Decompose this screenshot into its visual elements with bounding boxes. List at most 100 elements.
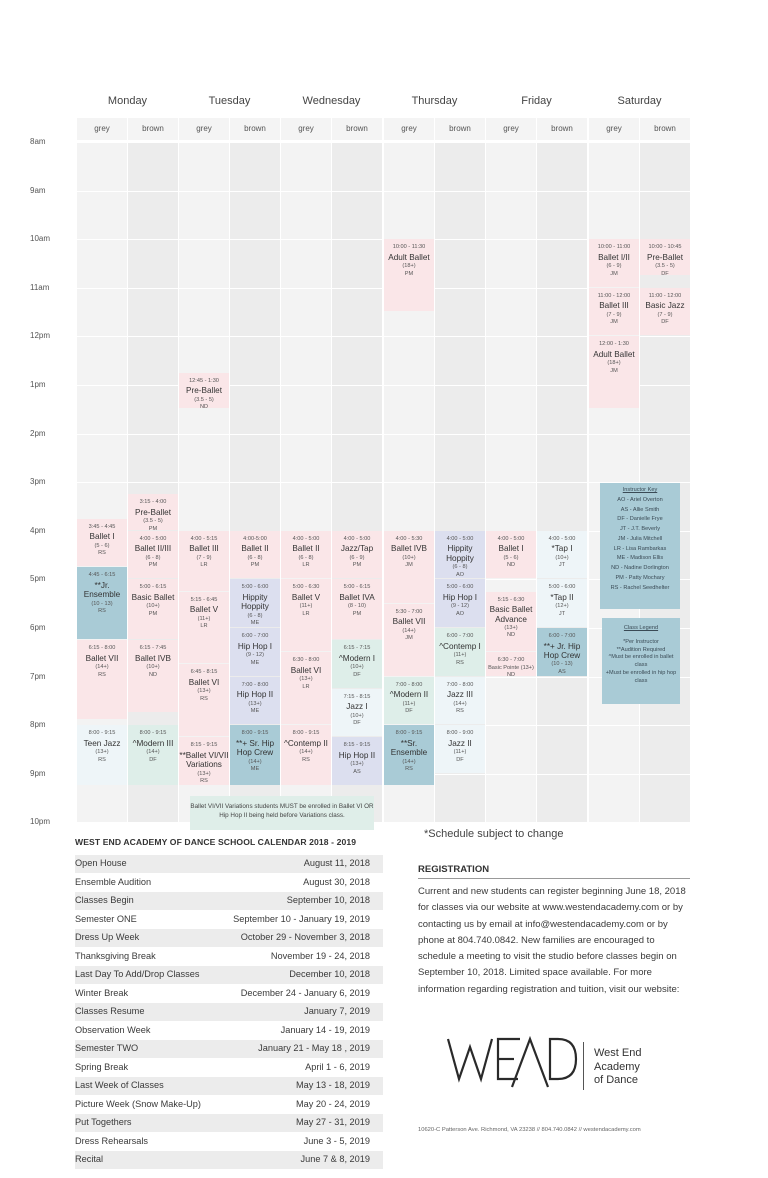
class-ages: (14+) — [299, 749, 313, 756]
calendar-event: Dress Up Week — [75, 932, 140, 942]
class-block: 6:00 - 7:00 Hip Hop I (9 - 12) ME — [230, 628, 280, 676]
class-name: ^Modern II — [389, 690, 429, 700]
class-block: 8:00 - 9:15 **+ Sr. Hip Hop Crew (14+) ME — [230, 725, 280, 785]
class-block: 4:00 - 5:00 Ballet II/III (6 - 8) PM — [128, 530, 178, 579]
class-ages: (13+) — [197, 770, 211, 777]
time-label: 8am — [30, 137, 46, 146]
class-time: 4:00 - 5:00 — [497, 535, 525, 542]
calendar-row: Last Week of Classes May 13 - 18, 2019 — [75, 1076, 383, 1095]
class-instructor: RS — [98, 550, 106, 557]
class-name: Ballet III — [189, 544, 219, 554]
variations-note: Ballet VI/VII Variations students MUST b… — [190, 796, 374, 830]
class-instructor: JM — [610, 367, 618, 374]
calendar-date: December 24 - January 6, 2019 — [240, 987, 370, 998]
class-time: 6:00 - 7:00 — [446, 633, 474, 639]
class-time: 4:00 - 5:00 — [548, 535, 576, 542]
schedule-grid: Monday Tuesday Wednesday Thursday Friday Satu… — [30, 95, 690, 826]
class-time: 8:00 - 9:15 — [139, 730, 167, 737]
time-label: 8pm — [30, 720, 46, 730]
class-time: 7:00 - 8:00 — [241, 681, 269, 688]
instructor-key-item: RS - Rachel Seedhelter — [610, 584, 670, 591]
class-name: Hip Hop I — [237, 641, 273, 651]
class-instructor: AO — [455, 610, 465, 617]
class-time: 8:00 - 9:15 — [88, 730, 116, 737]
day-header: Saturday — [617, 95, 662, 107]
class-block: 7:00 - 8:00 ^Modern II (11+) DF — [384, 676, 434, 725]
wead-logo-mark — [446, 1035, 578, 1088]
class-instructor: RS — [456, 659, 464, 666]
hour-line — [77, 530, 690, 532]
class-instructor: AS — [353, 768, 361, 775]
class-name: Pre-Ballet — [647, 252, 683, 262]
class-block: 4:00 - 5:00 *Tap I (10+) JT — [537, 530, 587, 579]
class-name: Ballet I — [498, 544, 524, 554]
calendar-table: Open House August 11, 2018 Ensemble Auditi… — [75, 854, 383, 1169]
class-name: Ballet VI — [188, 677, 220, 687]
class-name: Ballet V — [291, 592, 321, 602]
class-name: Adult Ballet — [593, 349, 635, 359]
class-block: 5:30 - 7:00 Ballet VII (14+) JM — [384, 603, 434, 676]
class-ages: (3.5 - 5) — [194, 396, 214, 403]
class-ages: (13+) — [299, 676, 313, 683]
class-block: 10:00 - 10:45 Pre-Ballet (3.5 - 5) DF — [640, 239, 690, 275]
logo-divider — [583, 1042, 584, 1090]
class-ages: (9 - 12) — [245, 651, 265, 658]
class-block: 3:45 - 4:45 Ballet I (5 - 6) RS — [77, 518, 127, 567]
class-ages: (5 - 6) — [94, 542, 110, 549]
class-block: 4:00 - 5:00 Jazz/Tap (6 - 9) PM — [332, 530, 382, 579]
class-instructor: RS — [98, 671, 106, 678]
class-legend-item: *Per Instructor — [623, 638, 659, 645]
room-header: grey — [77, 118, 127, 140]
class-ages: (11+) — [402, 700, 416, 707]
time-label: 1pm — [30, 380, 46, 389]
registration-divider — [418, 878, 690, 879]
class-time: 8:15 - 9:15 — [190, 742, 218, 749]
hour-line — [77, 482, 690, 484]
class-ages: Basic Pointe (13+) — [488, 664, 534, 671]
class-block: 8:00 - 9:00 Jazz II (11+) DF — [435, 725, 485, 773]
instructor-key-item: ND - Nadine Dorlington — [611, 565, 669, 572]
instructor-key-item: DF - Danielle Frye — [617, 516, 663, 523]
class-block: 10:00 - 11:00 Ballet I/II (6 - 9) JM — [589, 239, 639, 287]
class-instructor: RS — [200, 695, 208, 702]
class-ages: (14+) — [453, 700, 467, 707]
calendar-title: WEST END ACADEMY OF DANCE SCHOOL CALENDA… — [75, 837, 357, 847]
class-instructor: RS — [200, 778, 208, 785]
time-label: 9am — [30, 185, 46, 195]
class-time: 4:45 - 6:15 — [88, 572, 116, 579]
class-time: 4:00 - 5:00 — [139, 535, 167, 542]
class-name: Hip Hop I — [442, 592, 478, 602]
class-instructor: JT — [558, 562, 566, 569]
class-name: Ballet III — [599, 301, 629, 311]
class-block: 8:00 - 9:15 **Sr. Ensemble (14+) RS — [384, 725, 434, 785]
calendar-event: Spring Break — [75, 1061, 129, 1072]
class-name: Ballet VII — [392, 617, 426, 627]
class-instructor: JM — [610, 319, 618, 326]
class-instructor: DF — [353, 671, 361, 678]
class-time: 3:45 - 4:45 — [88, 523, 116, 530]
class-ages: (13+) — [350, 761, 364, 768]
schedule-subject-to-change: *Schedule subject to change — [424, 828, 564, 840]
class-ages: (12+) — [555, 603, 569, 610]
class-block: 6:00 - 7:00 ^Contemp I (11+) RS — [435, 628, 485, 676]
instructor-key-item: JM - Julia Mitchell — [617, 535, 663, 542]
class-time: 6:15 - 7:15 — [343, 645, 371, 652]
class-name: Pre-Ballet — [186, 386, 222, 396]
class-time: 8:15 - 9:15 — [343, 742, 371, 749]
class-name: Jazz I — [346, 702, 368, 712]
calendar-row: Put Togethers May 27 - 31, 2019 — [75, 1113, 383, 1132]
class-ages: (7 - 9) — [196, 554, 212, 561]
class-block: 12:45 - 1:30 Pre-Ballet (3.5 - 5) ND — [179, 372, 229, 409]
class-name: Jazz/Tap — [340, 544, 374, 554]
class-name: **Sr. Ensemble — [390, 738, 428, 758]
calendar-event: Observation Week — [75, 1024, 151, 1035]
class-instructor: ND — [199, 404, 209, 409]
instructor-key-item: AS - Allie Smith — [620, 506, 660, 513]
class-ages: (6 - 8) — [247, 612, 263, 619]
class-time: 7:00 - 8:00 — [446, 681, 474, 688]
class-ages: (13+) — [248, 700, 262, 707]
class-time: 4:00 - 5:15 — [190, 535, 218, 542]
class-instructor: RS — [405, 766, 413, 773]
class-ages: (8 - 10) — [347, 603, 367, 610]
time-label: 7pm — [30, 671, 46, 681]
